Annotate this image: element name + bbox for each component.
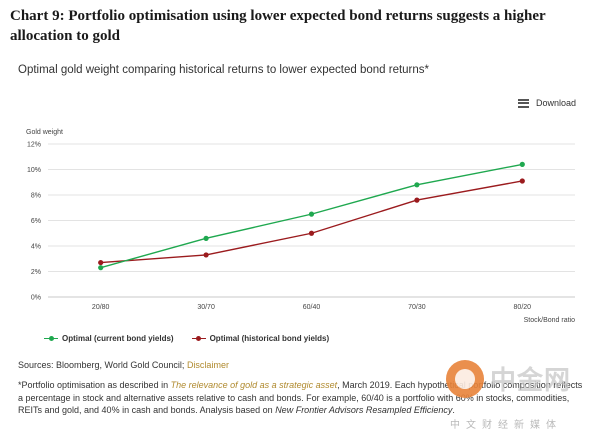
y-tick-label: 4% [31, 244, 41, 251]
line-chart: Gold weight 0% 2% 4% 6% 8% 10% 12% 20/80 30/70 6… [26, 129, 575, 324]
data-point [203, 235, 209, 241]
legend-swatch-current [44, 335, 58, 343]
y-tick-label: 2% [31, 269, 41, 276]
y-tick-label: 8% [31, 193, 41, 200]
sources: Sources: Bloomberg, World Gold Council; … [18, 360, 229, 370]
x-tick-label: 20/80 [92, 304, 110, 311]
menu-icon[interactable] [518, 98, 529, 108]
disclaimer-link[interactable]: Disclaimer [186, 360, 229, 370]
data-point [414, 197, 420, 203]
footnote-text-end: . [452, 405, 455, 415]
y-tick-label: 10% [27, 167, 41, 174]
data-point [414, 182, 420, 188]
x-tick-label: 60/40 [303, 304, 321, 311]
gridlines [48, 143, 575, 298]
chart-subtitle: Optimal gold weight comparing historical… [18, 64, 430, 76]
x-tick-label: 70/30 [408, 304, 426, 311]
x-tick-label: 30/70 [197, 304, 215, 311]
legend-label-current: Optimal (current bond yields) [62, 334, 174, 343]
legend-item-current[interactable]: Optimal (current bond yields) [44, 334, 174, 343]
footnote: *Portfolio optimisation as described in … [18, 379, 588, 417]
y-axis-label: Gold weight [26, 129, 63, 136]
report-link[interactable]: The relevance of gold as a strategic ass… [170, 380, 338, 390]
watermark-subtext: 中文财经新媒体 [450, 420, 562, 431]
x-axis-ticks: 20/80 30/70 60/40 70/30 80/20 [92, 304, 531, 311]
download-button[interactable]: Download [518, 98, 576, 108]
data-point [519, 178, 525, 184]
y-tick-label: 12% [27, 142, 41, 149]
data-point [98, 265, 104, 271]
data-point [98, 259, 104, 266]
footnote-italic: New Frontier Advisors Resampled Efficien… [275, 405, 453, 415]
data-point [519, 161, 525, 167]
y-tick-label: 0% [31, 295, 41, 302]
legend-swatch-historical [191, 335, 206, 343]
x-axis-label: Stock/Bond ratio [524, 317, 575, 324]
footnote-text-start: *Portfolio optimisation as described in [18, 380, 171, 390]
legend-item-historical[interactable]: Optimal (historical bond yields) [191, 334, 330, 343]
download-label: Download [536, 98, 577, 108]
data-point [308, 211, 315, 217]
y-tick-label: 6% [31, 218, 41, 225]
data-point [203, 252, 209, 258]
series-points [98, 161, 525, 271]
x-tick-label: 80/20 [514, 304, 532, 311]
data-point [308, 230, 315, 236]
y-axis-ticks: 0% 2% 4% 6% 8% 10% 12% [27, 142, 41, 302]
legend: Optimal (current bond yields) Optimal (h… [44, 334, 329, 343]
sources-text: Sources: Bloomberg, World Gold Council; [18, 360, 185, 370]
legend-label-historical: Optimal (historical bond yields) [209, 334, 330, 343]
chart-heading: Chart 9: Portfolio optimisation using lo… [10, 8, 546, 44]
